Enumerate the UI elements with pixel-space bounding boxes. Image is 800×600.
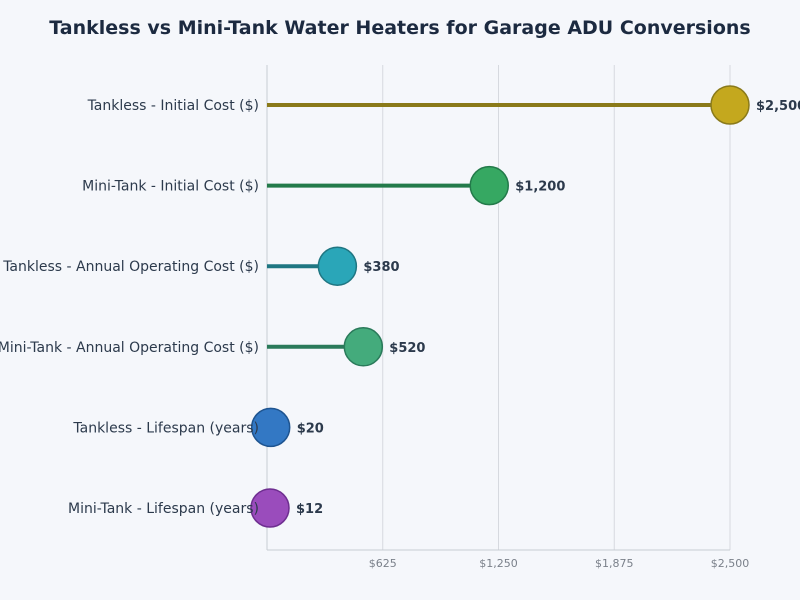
lollipop-dot bbox=[317, 246, 358, 286]
category-label: Mini-Tank - Initial Cost ($) bbox=[82, 179, 259, 195]
lollipop-dot bbox=[469, 165, 509, 206]
x-tick-label: $625 bbox=[369, 557, 397, 570]
value-label: $20 bbox=[297, 421, 324, 436]
category-label: Mini-Tank - Lifespan (years) bbox=[68, 501, 259, 517]
lollipop-dot bbox=[250, 407, 291, 448]
category-label: Mini-Tank - Annual Operating Cost ($) bbox=[0, 340, 259, 356]
category-labels: Tankless - Initial Cost ($) Mini-Tank - I… bbox=[0, 98, 259, 517]
category-label: Tankless - Initial Cost ($) bbox=[87, 98, 259, 114]
axes bbox=[266, 65, 730, 551]
lollipop-stems bbox=[267, 103, 711, 349]
value-label: $2,500 bbox=[756, 99, 800, 114]
x-tick-labels: $625 $1,250 $1,875 $2,500 bbox=[369, 557, 750, 570]
lollipop-dot bbox=[710, 85, 750, 125]
value-labels: $2,500 $1,200 $380 $520 $20 $12 bbox=[296, 99, 800, 517]
value-label: $1,200 bbox=[515, 180, 565, 195]
value-label: $380 bbox=[363, 260, 399, 275]
x-tick-label: $1,250 bbox=[479, 557, 518, 570]
x-tick-label: $1,875 bbox=[595, 557, 634, 570]
category-label: Tankless - Lifespan (years) bbox=[72, 420, 259, 436]
value-label: $520 bbox=[389, 341, 425, 356]
lollipop-dot bbox=[343, 327, 384, 367]
chart-title: Tankless vs Mini-Tank Water Heaters for … bbox=[49, 17, 750, 39]
lollipop-dot bbox=[250, 488, 290, 528]
lollipop-dots bbox=[250, 85, 750, 528]
x-tick-label: $2,500 bbox=[711, 557, 750, 570]
category-label: Tankless - Annual Operating Cost ($) bbox=[2, 259, 259, 275]
value-label: $12 bbox=[296, 502, 323, 517]
grid-lines bbox=[382, 65, 731, 550]
